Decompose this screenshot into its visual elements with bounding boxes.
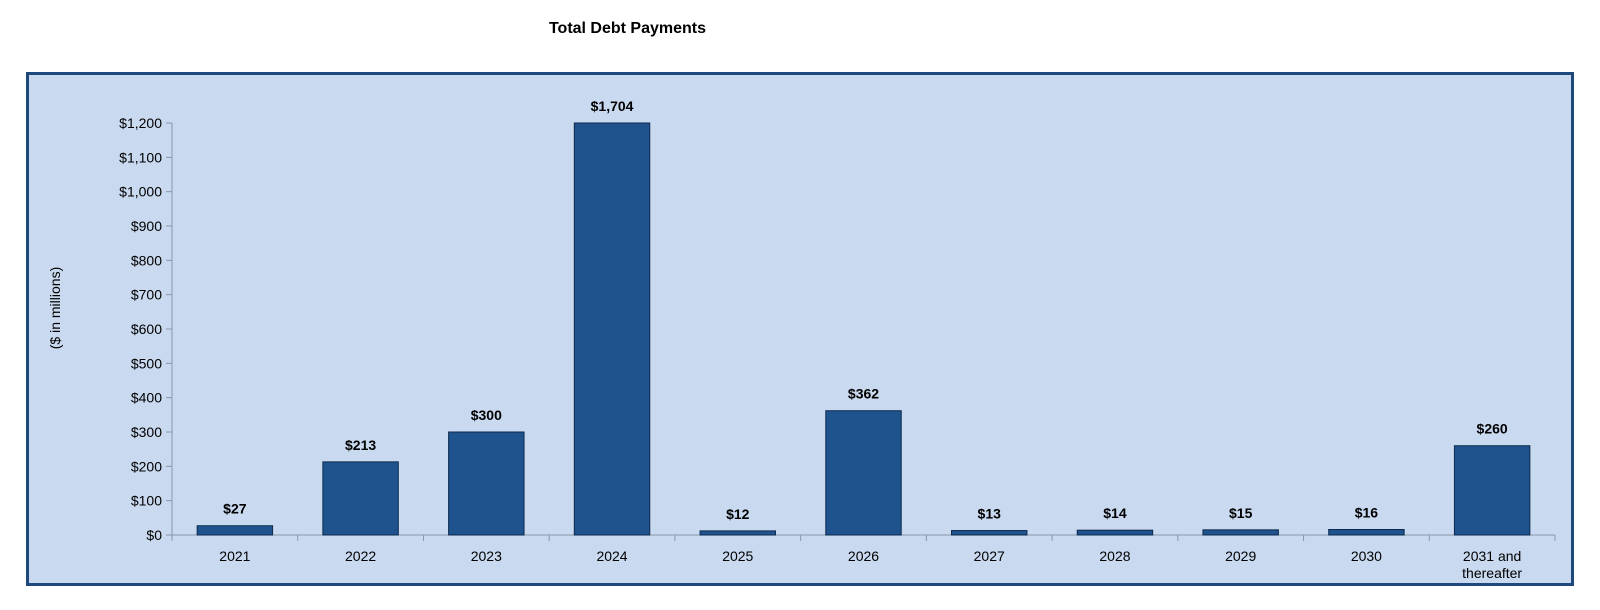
x-tick-label: 2028	[1099, 548, 1130, 564]
x-tick-label: 2030	[1351, 548, 1382, 564]
x-tick-label: 2023	[471, 548, 502, 564]
y-tick-label: $400	[131, 390, 162, 406]
y-axis: $0 $100 $200 $300 $400 $500 $600 $700 $800 $900 $1…	[119, 115, 173, 543]
bar-2031	[1453, 445, 1531, 536]
y-tick-label: $800	[131, 252, 162, 268]
x-tick-label-line: 2021	[219, 548, 250, 564]
x-tick-label-line: 2024	[596, 548, 627, 564]
data-label: $14	[1103, 505, 1127, 521]
x-tick-label-line: 2028	[1099, 548, 1130, 564]
x-tick-label: 2031 and thereafter	[1462, 548, 1522, 581]
data-label: $260	[1477, 421, 1508, 437]
y-tick-label: $200	[131, 458, 162, 474]
x-tick-label-line: 2026	[848, 548, 879, 564]
x-tick-label: 2021	[219, 548, 250, 564]
chart-frame	[26, 72, 1574, 586]
data-label: $16	[1355, 505, 1379, 521]
data-label: $12	[726, 506, 750, 522]
x-tick-label: 2029	[1225, 548, 1256, 564]
x-tick-label: 2022	[345, 548, 376, 564]
data-label: $300	[471, 407, 502, 423]
bar-2025	[699, 530, 776, 536]
x-tick-label-line: 2023	[471, 548, 502, 564]
data-label: $213	[345, 437, 376, 453]
y-axis-label: ($ in millions)	[47, 267, 63, 349]
y-tick-label: $1,100	[119, 149, 162, 165]
y-tick-label: $1,200	[119, 115, 162, 131]
x-tick-label-line: 2031 and	[1463, 548, 1521, 564]
x-tick-label-line: 2022	[345, 548, 376, 564]
data-label: $13	[978, 506, 1002, 522]
chart-title: Total Debt Payments	[548, 20, 707, 37]
x-tick-label-line: thereafter	[1462, 565, 1522, 581]
y-tick-label: $0	[146, 527, 162, 543]
data-labels: $27 $213 $300 $1,704 $12 $362 $13 $14 $15 $16 $260	[223, 98, 1508, 522]
x-tick-label: 2025	[722, 548, 753, 564]
y-tick-label: $1,000	[119, 184, 162, 200]
bar-2023	[448, 431, 525, 536]
data-label: $15	[1229, 505, 1253, 521]
y-tick-label: $100	[131, 493, 162, 509]
x-tick-label-line: 2029	[1225, 548, 1256, 564]
x-tick-label: 2027	[974, 548, 1005, 564]
x-axis: 2021 2022 2023 2024 2025 2026 2027 2028 2029 2030…	[171, 534, 1556, 581]
y-tick-label: $500	[131, 355, 162, 371]
bar-2028	[1076, 529, 1154, 536]
x-tick-label-line: 2030	[1351, 548, 1382, 564]
data-label: $1,704	[591, 98, 634, 114]
bar-2021	[196, 525, 274, 536]
bars	[196, 122, 1531, 536]
y-tick-label: $600	[131, 321, 162, 337]
x-tick-label-line: 2027	[974, 548, 1005, 564]
x-tick-label: 2026	[848, 548, 879, 564]
y-tick-label: $700	[131, 287, 162, 303]
data-label: $362	[848, 386, 879, 402]
x-tick-label: 2024	[596, 548, 627, 564]
data-label: $27	[223, 501, 247, 517]
bar-2024	[573, 122, 651, 536]
y-tick-label: $900	[131, 218, 162, 234]
bar-2022	[322, 461, 399, 536]
bar-2029	[1202, 529, 1279, 536]
x-tick-label-line: 2025	[722, 548, 753, 564]
bar-2027	[951, 530, 1028, 536]
bar-2026	[825, 410, 902, 536]
bar-2030	[1328, 529, 1405, 536]
y-tick-label: $300	[131, 424, 162, 440]
